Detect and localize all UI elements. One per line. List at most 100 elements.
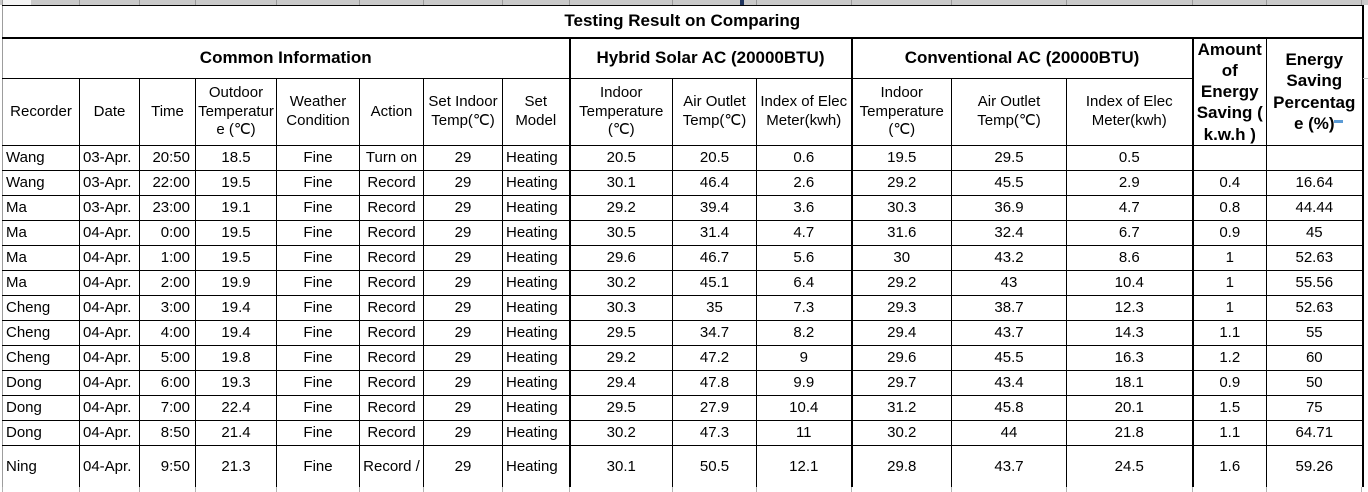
cell-conv-elec-meter-index[interactable]: 10.4 (1066, 269, 1193, 296)
cell-conv-indoor-temperature[interactable]: 29.4 (850, 319, 952, 346)
cell-date[interactable]: 04-Apr. (79, 219, 140, 246)
group-header-hybrid-solar-ac[interactable]: Hybrid Solar AC (20000BTU) (568, 36, 852, 80)
cell-set-indoor-temp[interactable]: 29 (423, 419, 503, 446)
cell-weather-condition[interactable]: Fine (276, 344, 360, 371)
cell-hybrid-indoor-temperature[interactable]: 29.5 (568, 394, 673, 421)
cell-set-indoor-temp[interactable]: 29 (423, 369, 503, 396)
cell-energy-saving-amount[interactable]: 0.4 (1191, 169, 1267, 196)
cell-set-model[interactable]: Heating (502, 219, 570, 246)
cell-action[interactable]: Record (359, 344, 424, 371)
cell-hybrid-indoor-temperature[interactable]: 30.2 (568, 419, 673, 446)
cell-set-indoor-temp[interactable]: 29 (423, 344, 503, 371)
column-header-action[interactable]: Action (359, 78, 424, 146)
cell-energy-saving-percentage[interactable]: 55.56 (1265, 269, 1364, 296)
cell-time[interactable]: 23:00 (139, 194, 196, 221)
cell-date[interactable]: 04-Apr. (79, 244, 140, 271)
cell-hybrid-indoor-temperature[interactable]: 29.2 (568, 344, 673, 371)
column-header-hybrid-elec-meter-index[interactable]: Index of Elec Meter(kwh) (756, 78, 852, 146)
column-header-energy-saving-amount[interactable]: Amount of Energy Saving ( k.w.h ) (1191, 37, 1267, 146)
cell-recorder[interactable]: Dong (2, 394, 80, 421)
cell-weather-condition[interactable]: Fine (276, 219, 360, 246)
cell-hybrid-elec-meter-index[interactable]: 3.6 (756, 194, 852, 221)
cell-conv-elec-meter-index[interactable]: 12.3 (1066, 294, 1193, 321)
cell-outdoor-temperature[interactable]: 21.3 (195, 444, 277, 490)
group-header-common-information[interactable]: Common Information (2, 36, 570, 80)
cell-hybrid-air-outlet-temp[interactable]: 39.4 (672, 194, 757, 221)
cell-conv-indoor-temperature[interactable]: 29.6 (850, 344, 952, 371)
cell-conv-indoor-temperature[interactable]: 31.2 (850, 394, 952, 421)
cell-conv-air-outlet-temp[interactable]: 43.7 (951, 319, 1067, 346)
cell-energy-saving-amount[interactable]: 1 (1191, 294, 1267, 321)
cell-conv-air-outlet-temp[interactable]: 29.5 (951, 144, 1067, 171)
cell-hybrid-indoor-temperature[interactable]: 30.1 (568, 444, 673, 490)
cell-hybrid-indoor-temperature[interactable]: 30.1 (568, 169, 673, 196)
cell-hybrid-air-outlet-temp[interactable]: 47.3 (672, 419, 757, 446)
cell-set-indoor-temp[interactable]: 29 (423, 444, 503, 490)
cell-conv-elec-meter-index[interactable]: 0.5 (1066, 144, 1193, 171)
cell-set-indoor-temp[interactable]: 29 (423, 244, 503, 271)
cell-outdoor-temperature[interactable]: 21.4 (195, 419, 277, 446)
cell-time[interactable]: 5:00 (139, 344, 196, 371)
cell-conv-elec-meter-index[interactable]: 24.5 (1066, 444, 1193, 490)
cell-set-indoor-temp[interactable]: 29 (423, 194, 503, 221)
cell-recorder[interactable]: Dong (2, 419, 80, 446)
cell-conv-elec-meter-index[interactable]: 2.9 (1066, 169, 1193, 196)
cell-energy-saving-amount[interactable]: 1 (1191, 269, 1267, 296)
cell-recorder[interactable]: Cheng (2, 294, 80, 321)
cell-hybrid-air-outlet-temp[interactable]: 31.4 (672, 219, 757, 246)
cell-outdoor-temperature[interactable]: 19.5 (195, 219, 277, 246)
cell-time[interactable]: 2:00 (139, 269, 196, 296)
cell-set-model[interactable]: Heating (502, 294, 570, 321)
cell-set-model[interactable]: Heating (502, 269, 570, 296)
cell-conv-indoor-temperature[interactable]: 29.2 (850, 169, 952, 196)
cell-weather-condition[interactable]: Fine (276, 144, 360, 171)
cell-hybrid-elec-meter-index[interactable]: 8.2 (756, 319, 852, 346)
cell-hybrid-elec-meter-index[interactable]: 12.1 (756, 444, 852, 490)
cell-conv-elec-meter-index[interactable]: 16.3 (1066, 344, 1193, 371)
cell-weather-condition[interactable]: Fine (276, 169, 360, 196)
cell-hybrid-air-outlet-temp[interactable]: 34.7 (672, 319, 757, 346)
cell-energy-saving-percentage[interactable]: 59.26 (1265, 444, 1364, 490)
cell-action[interactable]: Record (359, 394, 424, 421)
cell-outdoor-temperature[interactable]: 19.4 (195, 294, 277, 321)
cell-conv-air-outlet-temp[interactable]: 45.5 (951, 344, 1067, 371)
cell-action[interactable]: Turn on (359, 144, 424, 171)
cell-hybrid-indoor-temperature[interactable]: 29.6 (568, 244, 673, 271)
cell-outdoor-temperature[interactable]: 19.5 (195, 244, 277, 271)
cell-date[interactable]: 04-Apr. (79, 419, 140, 446)
cell-set-model[interactable]: Heating (502, 194, 570, 221)
cell-recorder[interactable]: Ma (2, 244, 80, 271)
cell-hybrid-indoor-temperature[interactable]: 29.4 (568, 369, 673, 396)
cell-time[interactable]: 22:00 (139, 169, 196, 196)
cell-hybrid-elec-meter-index[interactable]: 5.6 (756, 244, 852, 271)
cell-action[interactable]: Record (359, 169, 424, 196)
cell-energy-saving-amount[interactable]: 1.1 (1191, 319, 1267, 346)
cell-hybrid-elec-meter-index[interactable]: 6.4 (756, 269, 852, 296)
cell-set-indoor-temp[interactable]: 29 (423, 294, 503, 321)
cell-set-model[interactable]: Heating (502, 394, 570, 421)
cell-set-indoor-temp[interactable]: 29 (423, 319, 503, 346)
column-header-outdoor-temperature[interactable]: Outdoor Temperature (℃) (195, 78, 277, 146)
cell-date[interactable]: 04-Apr. (79, 344, 140, 371)
cell-time[interactable]: 1:00 (139, 244, 196, 271)
cell-time[interactable]: 4:00 (139, 319, 196, 346)
cell-conv-indoor-temperature[interactable]: 19.5 (850, 144, 952, 171)
cell-hybrid-elec-meter-index[interactable]: 0.6 (756, 144, 852, 171)
column-header-conv-elec-meter-index[interactable]: Index of Elec Meter(kwh) (1066, 78, 1194, 146)
cell-energy-saving-percentage[interactable]: 45 (1265, 219, 1364, 246)
cell-hybrid-indoor-temperature[interactable]: 30.3 (568, 294, 673, 321)
cell-conv-air-outlet-temp[interactable]: 36.9 (951, 194, 1067, 221)
cell-energy-saving-percentage[interactable]: 60 (1265, 344, 1364, 371)
cell-weather-condition[interactable]: Fine (276, 444, 360, 490)
group-header-conventional-ac[interactable]: Conventional AC (20000BTU) (850, 36, 1193, 80)
cell-hybrid-elec-meter-index[interactable]: 9.9 (756, 369, 852, 396)
cell-conv-air-outlet-temp[interactable]: 43 (951, 269, 1067, 296)
column-header-date[interactable]: Date (79, 78, 140, 146)
cell-hybrid-indoor-temperature[interactable]: 20.5 (568, 144, 673, 171)
cell-hybrid-elec-meter-index[interactable]: 2.6 (756, 169, 852, 196)
cell-weather-condition[interactable]: Fine (276, 369, 360, 396)
cell-hybrid-air-outlet-temp[interactable]: 47.8 (672, 369, 757, 396)
cell-energy-saving-percentage[interactable] (1265, 144, 1364, 171)
cell-time[interactable]: 3:00 (139, 294, 196, 321)
cell-recorder[interactable]: Ning (2, 444, 80, 490)
